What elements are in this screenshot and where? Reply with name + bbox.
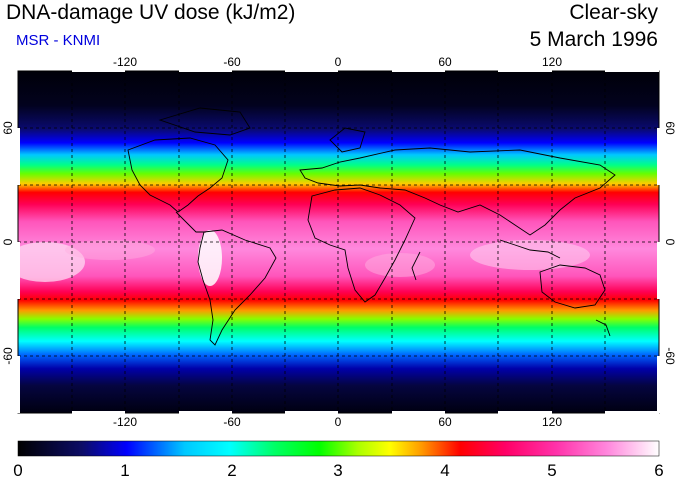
lon-tick-top: 0 bbox=[335, 55, 342, 69]
lon-tick-bottom: -120 bbox=[113, 415, 137, 429]
lat-tick-right: 60 bbox=[663, 121, 677, 135]
map-title: DNA-damage UV dose (kJ/m2) bbox=[6, 1, 296, 24]
colorbar-label: 2 bbox=[227, 461, 236, 480]
lon-tick-bottom: 0 bbox=[335, 415, 342, 429]
colorbar-label: 4 bbox=[440, 461, 449, 480]
coastlines bbox=[127, 107, 616, 346]
map-frame bbox=[16, 68, 661, 415]
lat-tick-left: 0 bbox=[1, 238, 15, 245]
lat-tick-left: -60 bbox=[1, 347, 15, 365]
lat-tick-right: -60 bbox=[663, 347, 677, 365]
lat-tick-left: 60 bbox=[1, 121, 15, 135]
lon-tick-top: 120 bbox=[542, 55, 562, 69]
lon-tick-bottom: 60 bbox=[438, 415, 452, 429]
date-label: 5 March 1996 bbox=[529, 28, 658, 51]
colorbar-label: 5 bbox=[547, 461, 556, 480]
colorbar-label: 0 bbox=[13, 461, 22, 480]
colorbar-label: 6 bbox=[654, 461, 663, 480]
colorbar-label: 1 bbox=[120, 461, 129, 480]
sky-condition-label: Clear-sky bbox=[569, 1, 658, 24]
lon-tick-top: -120 bbox=[113, 55, 137, 69]
colorbar: 0 1 2 3 4 5 6 bbox=[13, 440, 664, 480]
source-label: MSR - KNMI bbox=[16, 32, 101, 49]
graticule bbox=[18, 71, 659, 413]
lat-tick-right: 0 bbox=[663, 239, 677, 246]
lon-tick-top: -60 bbox=[223, 55, 241, 69]
lon-tick-bottom: -60 bbox=[223, 415, 241, 429]
colorbar-label: 3 bbox=[333, 461, 342, 480]
lon-tick-bottom: 120 bbox=[542, 415, 562, 429]
lon-tick-top: 60 bbox=[438, 55, 452, 69]
